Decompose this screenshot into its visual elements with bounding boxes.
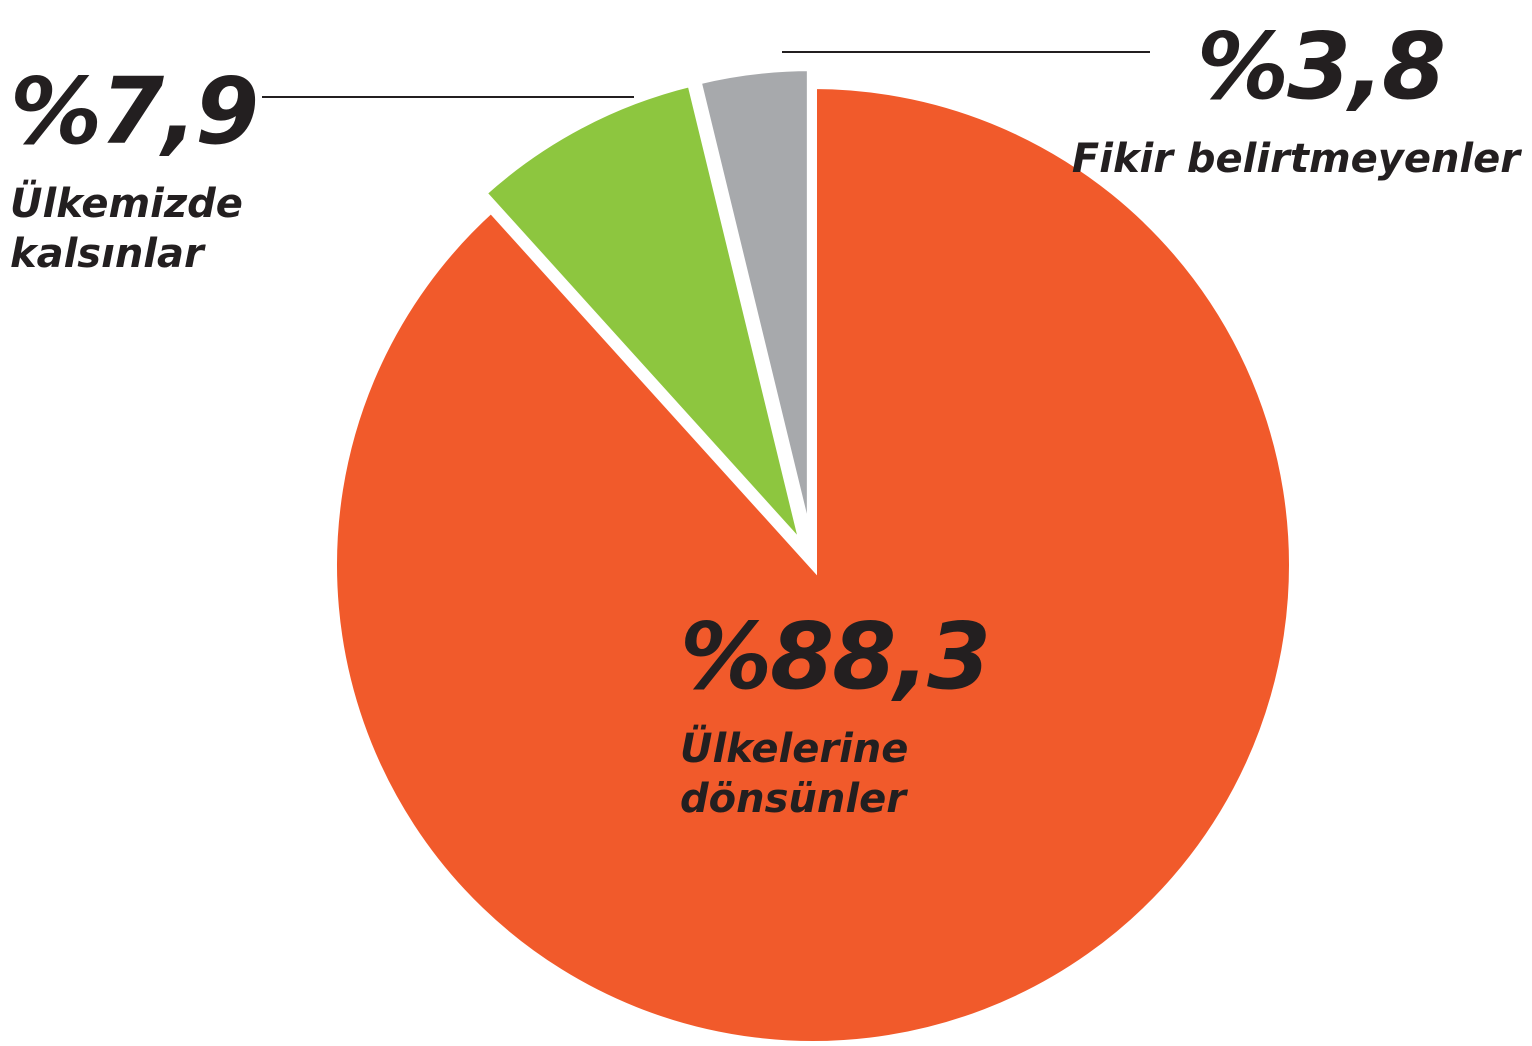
slice-label: %88,3 Ülkelerine dönsünler bbox=[680, 590, 991, 843]
slice-label: %7,9 Ülkemizde kalsınlar bbox=[10, 45, 259, 298]
value-label: %7,9 bbox=[10, 58, 259, 165]
pie-slice bbox=[476, 77, 809, 552]
category-label: Fikir belirtmeyenler bbox=[1071, 136, 1520, 182]
value-label: %3,8 bbox=[1196, 13, 1446, 120]
slice-label: %3,8 Fikir belirtmeyenler bbox=[1072, 0, 1520, 203]
pie-slice bbox=[692, 63, 815, 549]
category-label: Ülkelerine dönsünler bbox=[680, 726, 909, 822]
category-label: Ülkemizde kalsınlar bbox=[10, 181, 243, 277]
value-label: %88,3 bbox=[680, 603, 991, 710]
pie-slice bbox=[329, 80, 1297, 1046]
